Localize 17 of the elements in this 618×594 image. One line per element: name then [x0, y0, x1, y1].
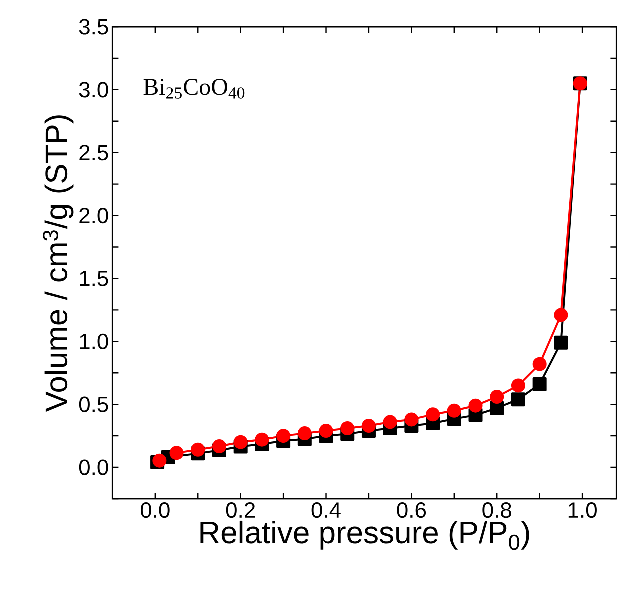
x-tick-label: 0.0	[140, 502, 170, 518]
x-tick-label: 0.4	[312, 502, 341, 518]
y-tick-label: 3.0	[79, 82, 108, 98]
x-axis-title: Relative pressure (P/P$_{0}$)	[200, 520, 530, 550]
y-tick-label: 0.0	[79, 460, 108, 476]
y-tick-label: 0.5	[79, 396, 108, 412]
y-tick-label: 3.5	[79, 19, 108, 35]
x-tick-label: 0.6	[397, 502, 426, 518]
y-tick-label: 1.0	[80, 334, 108, 350]
y-tick-label: 2.0	[80, 208, 108, 224]
x-tick-label: 0.8	[482, 502, 512, 518]
x-tick-label: 0.2	[226, 502, 256, 518]
x-tick-label: 1.0	[568, 502, 597, 518]
y-tick-label: 1.5	[80, 271, 108, 286]
y-axis-title: Volume / cm$^{3}$/g (STP)	[43, 116, 74, 412]
y-tick-label: 2.5	[80, 145, 108, 161]
annotation: Bi$_{25}$CoO$_{40}$	[144, 79, 245, 99]
